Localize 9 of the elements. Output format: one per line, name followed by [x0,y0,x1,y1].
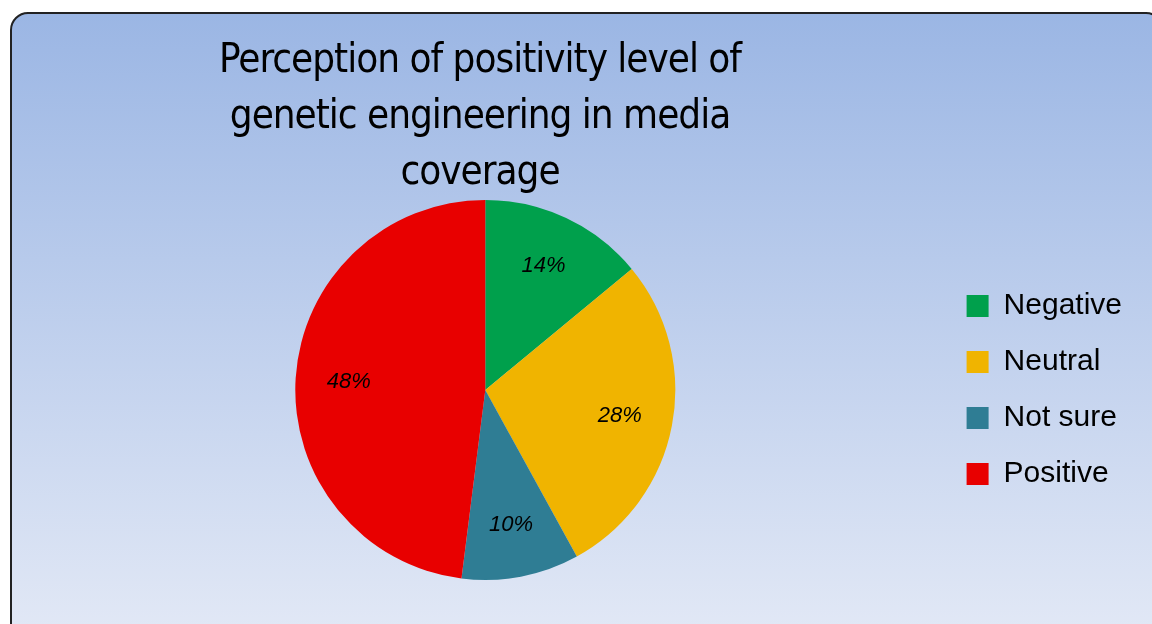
legend-label: Positive [1003,455,1109,489]
data-label: 14% [521,252,566,278]
legend-label: Negative [1003,287,1122,321]
data-label: 10% [488,510,533,536]
data-label: 28% [596,401,642,427]
legend-label: Not sure [1003,399,1117,433]
data-label: 48% [326,367,371,393]
chart-title: Perception of positivity level of genetic engineering in media coverage [217,34,744,195]
legend-label: Neutral [1003,343,1101,377]
